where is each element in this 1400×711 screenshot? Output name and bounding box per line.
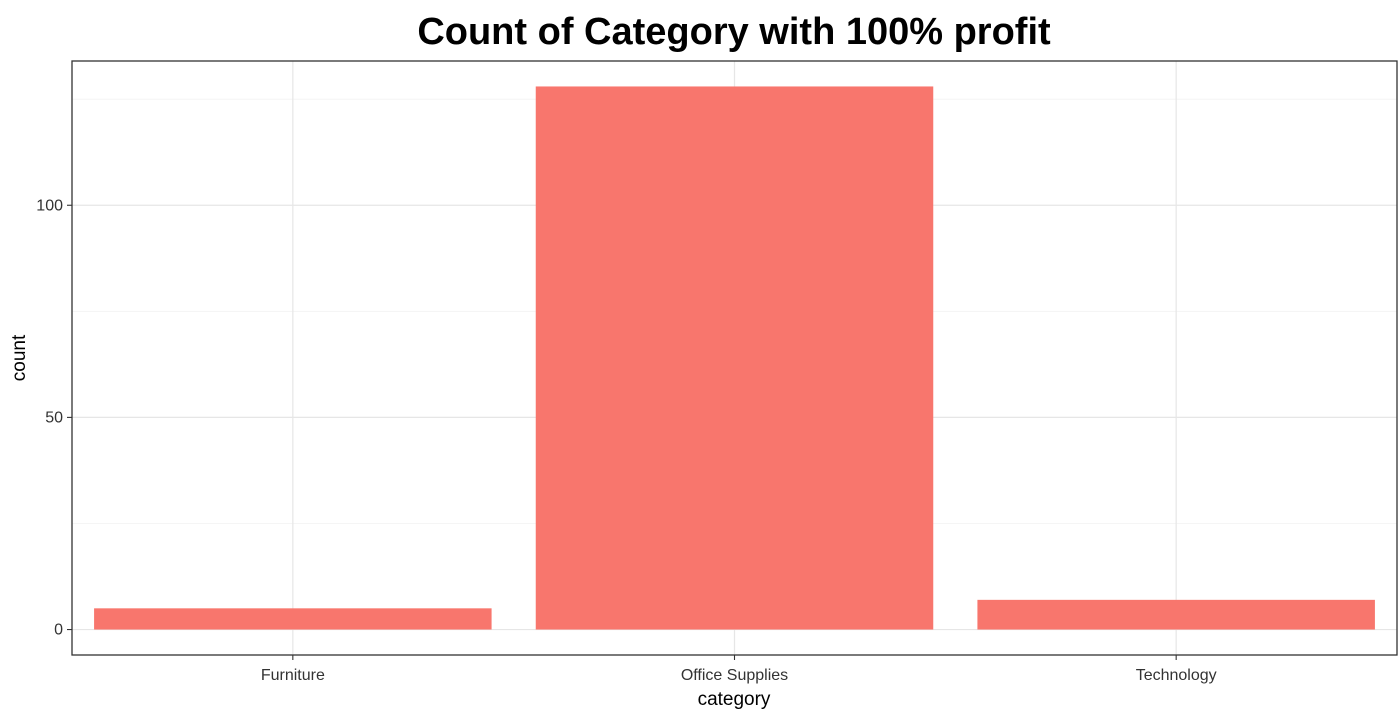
y-tick-label: 100 (36, 197, 63, 214)
y-axis-ticks: 0 50 100 (36, 197, 72, 639)
bar-furniture (94, 608, 492, 630)
y-tick-label: 50 (45, 409, 63, 426)
bar-office-supplies (535, 86, 934, 630)
y-tick-label: 0 (54, 622, 63, 639)
x-tick-label: Office Supplies (681, 667, 788, 684)
bar-technology (977, 599, 1375, 630)
bars (94, 86, 1375, 630)
x-axis-ticks: Furniture Office Supplies Technology (261, 655, 1217, 684)
x-tick-label: Furniture (261, 667, 325, 684)
x-axis-title: category (698, 689, 771, 710)
y-axis-title: count (9, 334, 30, 381)
chart-title: Count of Category with 100% profit (417, 11, 1051, 53)
x-tick-label: Technology (1136, 667, 1217, 684)
